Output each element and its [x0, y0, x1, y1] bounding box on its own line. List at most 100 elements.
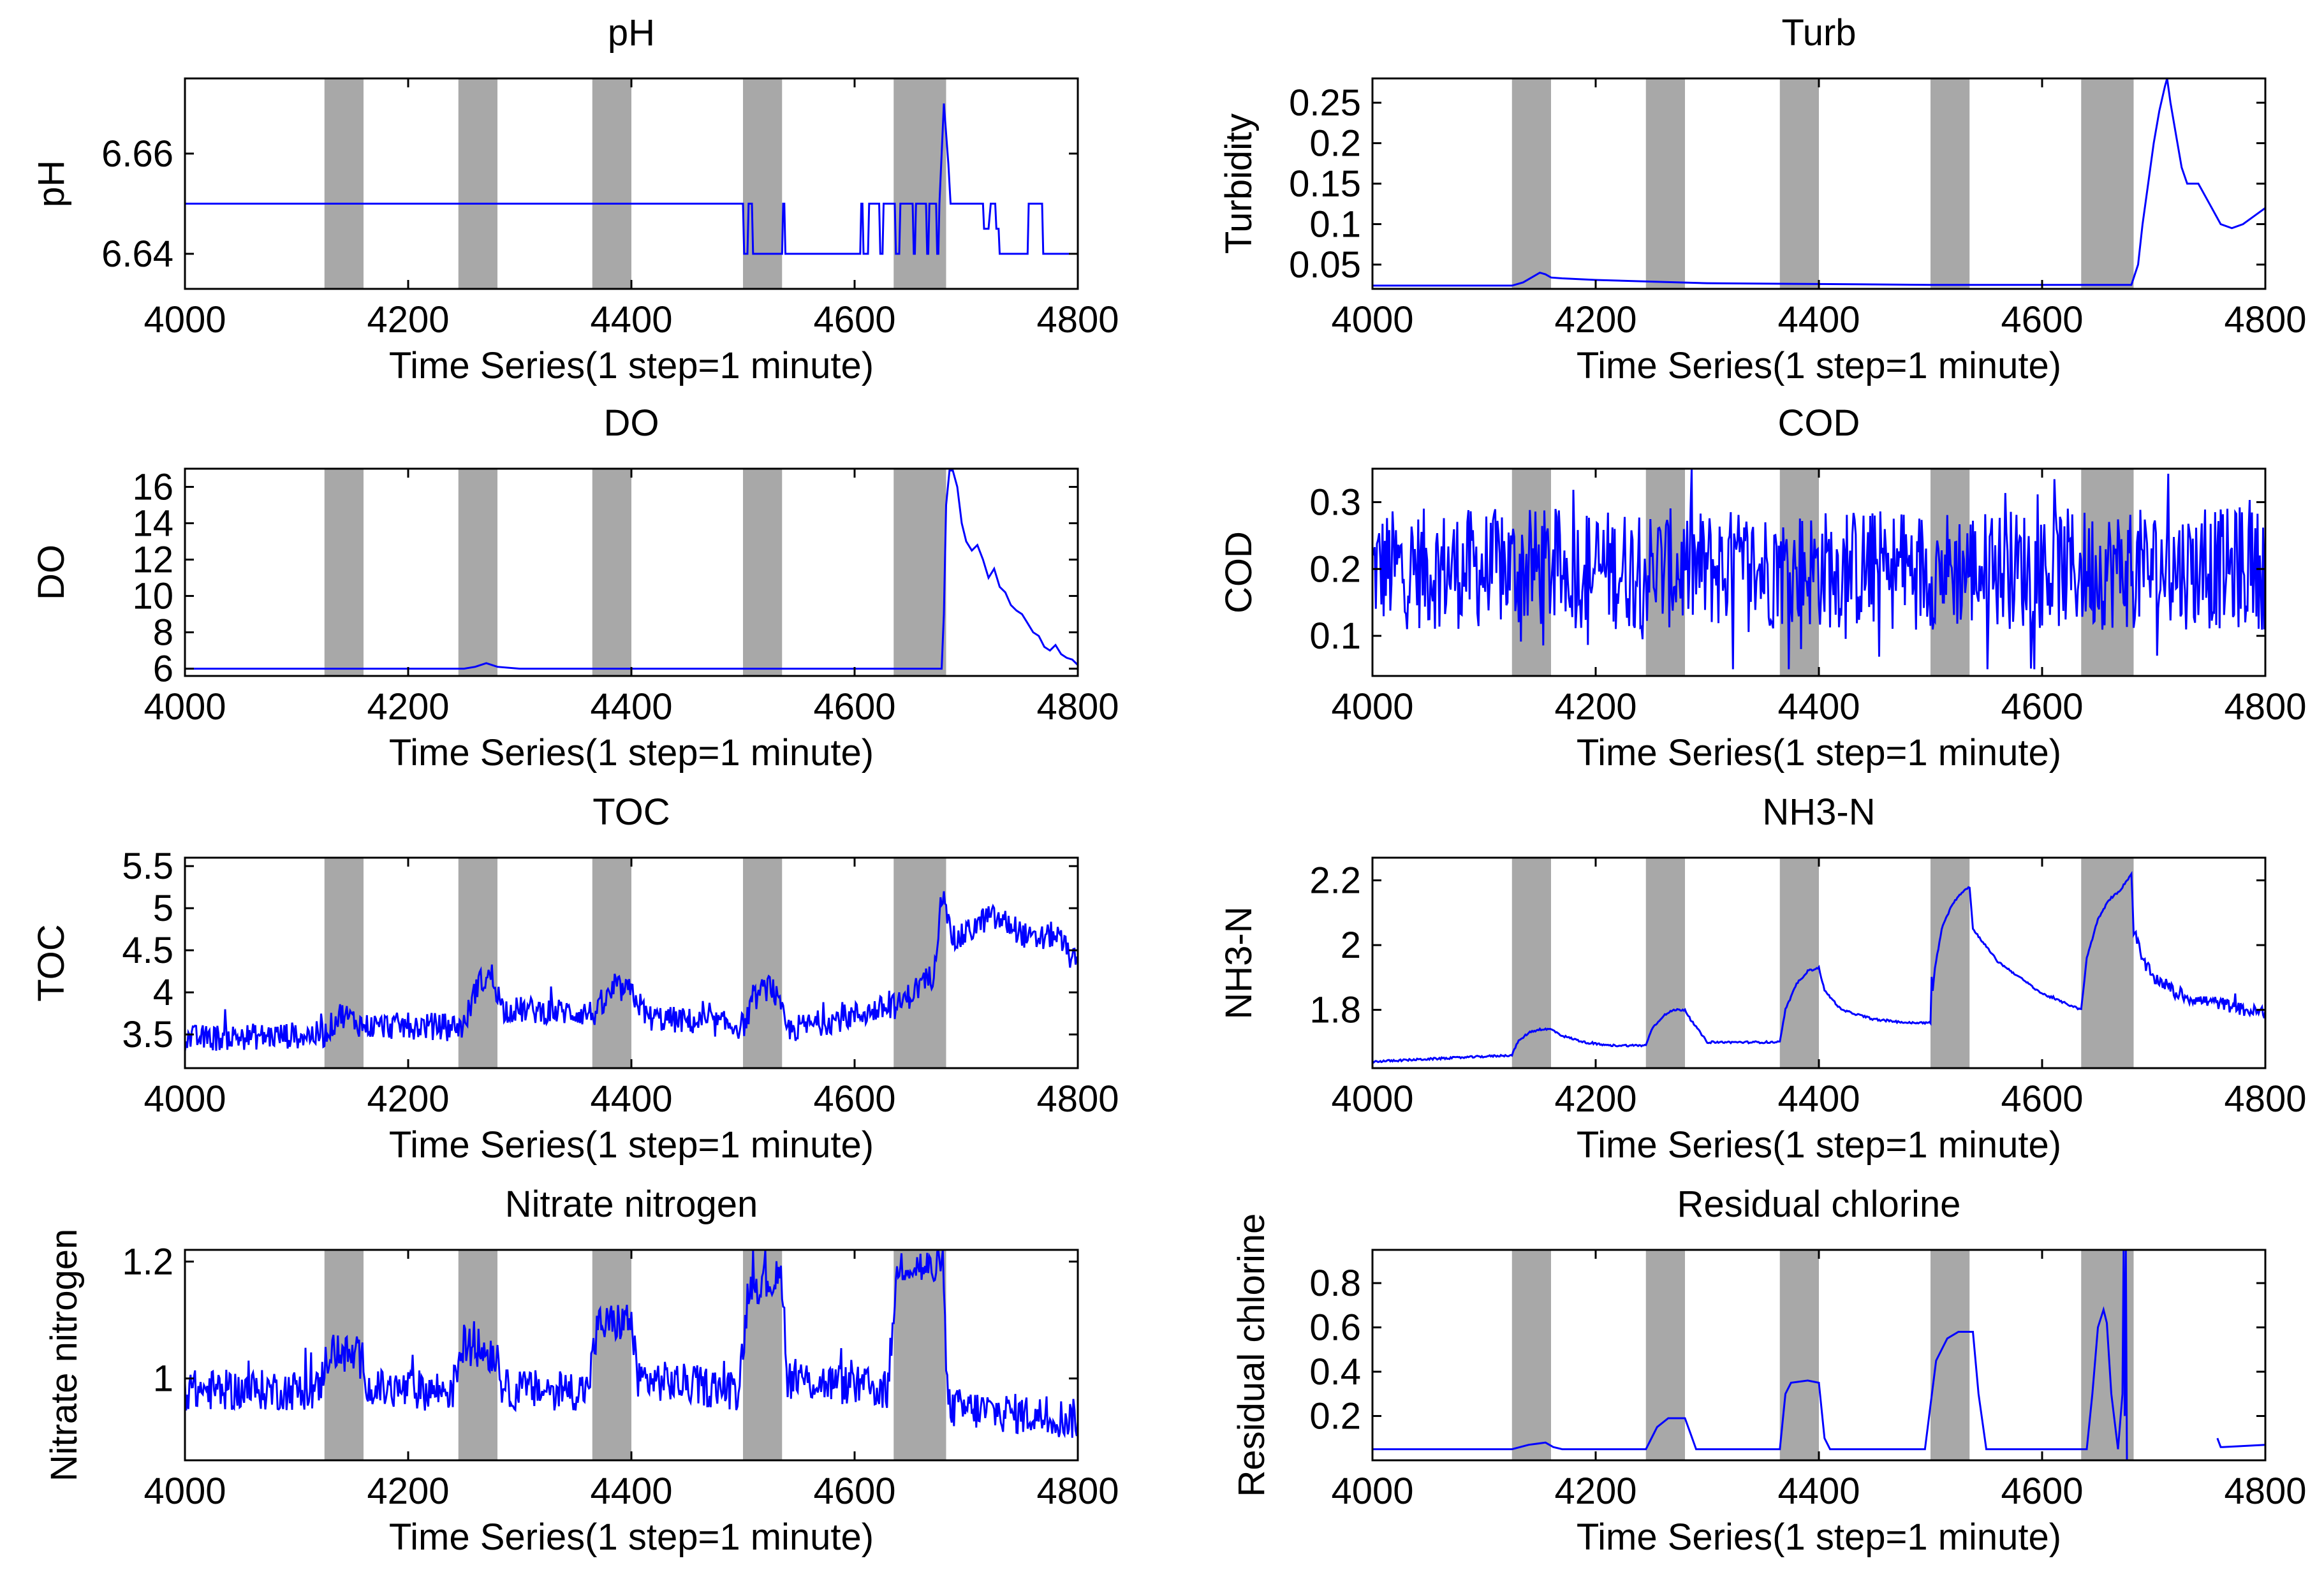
x-tick-label: 4400: [590, 1078, 672, 1120]
y-axis-label: Nitrate nitrogen: [43, 1229, 85, 1482]
x-tick-label: 4000: [143, 1078, 226, 1120]
y-tick-label: 6.66: [101, 133, 173, 175]
x-tick-label: 4800: [1036, 1471, 1119, 1512]
shaded-interval-3: [1779, 858, 1819, 1068]
series-line-nitrate: [185, 1250, 1078, 1439]
x-tick-label: 4200: [1554, 299, 1636, 341]
y-tick-label: 5.5: [122, 846, 173, 887]
y-tick-label: 2: [1341, 925, 1361, 966]
y-tick-label: 0.25: [1289, 82, 1361, 124]
chart-title: Turb: [1781, 12, 1856, 54]
chart-title: NH3-N: [1762, 791, 1875, 833]
x-tick-label: 4400: [590, 299, 672, 341]
x-tick-label: 4600: [2001, 1078, 2083, 1120]
shaded-interval-4: [1931, 78, 1970, 289]
chart-title: COD: [1778, 402, 1860, 444]
x-tick-label: 4400: [1777, 686, 1860, 728]
x-tick-label: 4000: [1331, 686, 1413, 728]
x-tick-label: 4200: [367, 1471, 449, 1512]
shaded-interval-4: [1931, 1250, 1970, 1460]
y-axis-label: NH3-N: [1218, 906, 1260, 1019]
x-axis-label: Time Series(1 step=1 minute): [1577, 732, 2061, 774]
y-axis-label: Residual chlorine: [1231, 1214, 1272, 1497]
x-tick-label: 4000: [143, 686, 226, 728]
chart-title: TOC: [592, 791, 670, 833]
x-tick-label: 4800: [2224, 299, 2306, 341]
x-axis-label: Time Series(1 step=1 minute): [1577, 1516, 2061, 1558]
x-tick-label: 4200: [367, 686, 449, 728]
x-tick-label: 4200: [1554, 1471, 1636, 1512]
series-line-nh3n: [1372, 870, 2265, 1064]
y-tick-label: 0.3: [1309, 481, 1361, 523]
chart-nh3n: 4000 4200 4400 4600 4800 1.8 2 2.2 NH3-N Time Ser…: [1218, 791, 2307, 1166]
x-tick-label: 4200: [367, 299, 449, 341]
shaded-interval-1: [324, 78, 364, 289]
y-tick-label: 2.2: [1309, 860, 1361, 902]
chart-title: Residual chlorine: [1677, 1184, 1961, 1225]
y-tick-label: 10: [132, 576, 173, 617]
shaded-interval-2: [458, 78, 497, 289]
x-tick-label: 4800: [1036, 1078, 1119, 1120]
x-tick-label: 4400: [590, 686, 672, 728]
shaded-interval-1: [1511, 858, 1551, 1068]
x-tick-label: 4600: [813, 686, 895, 728]
y-tick-label: 16: [132, 467, 173, 508]
shaded-interval-3: [592, 858, 631, 1068]
x-axis-label: Time Series(1 step=1 minute): [1577, 1124, 2061, 1166]
shaded-interval-5: [894, 1250, 946, 1460]
shaded-interval-5: [894, 858, 946, 1068]
chart-title: Nitrate nitrogen: [505, 1184, 758, 1225]
x-tick-label: 4000: [143, 299, 226, 341]
shaded-interval-5: [2081, 858, 2134, 1068]
shaded-interval-5: [894, 469, 946, 676]
y-tick-label: 14: [132, 503, 173, 545]
y-tick-label: 5: [153, 888, 173, 929]
series-line-cod: [1372, 469, 2265, 670]
y-tick-label: 0.1: [1309, 203, 1361, 245]
shaded-interval-2: [458, 469, 497, 676]
y-tick-label: 3.5: [122, 1014, 173, 1055]
chart-nitrate: 4000 4200 4400 4600 4800 1 1.2 Nitrate nitrogen…: [43, 1184, 1119, 1558]
y-tick-label: 1.2: [122, 1241, 173, 1282]
x-tick-label: 4600: [2001, 1471, 2083, 1512]
x-axis-label: Time Series(1 step=1 minute): [389, 345, 874, 386]
x-tick-label: 4800: [2224, 686, 2306, 728]
shaded-interval-5: [894, 78, 946, 289]
x-tick-label: 4200: [1554, 686, 1636, 728]
y-tick-label: 0.4: [1309, 1351, 1361, 1393]
shaded-interval-2: [1645, 1250, 1685, 1460]
y-tick-label: 0.8: [1309, 1263, 1361, 1304]
y-tick-label: 6: [153, 649, 173, 690]
y-tick-label: 1.8: [1309, 990, 1361, 1031]
shaded-interval-4: [743, 78, 783, 289]
shaded-interval-3: [592, 1250, 631, 1460]
y-tick-label: 0.15: [1289, 163, 1361, 205]
x-axis-label: Time Series(1 step=1 minute): [389, 1516, 874, 1558]
shaded-interval-1: [324, 469, 364, 676]
x-axis-label: Time Series(1 step=1 minute): [389, 1124, 874, 1166]
x-tick-label: 4000: [1331, 1471, 1413, 1512]
x-tick-label: 4800: [2224, 1471, 2306, 1512]
x-tick-label: 4600: [813, 1471, 895, 1512]
x-tick-label: 4400: [1777, 1471, 1860, 1512]
chart-residual-chlorine: 4000 4200 4400 4600 4800 0.20.40.60.8 Residual…: [1231, 1184, 2307, 1558]
x-tick-label: 4000: [1331, 1078, 1413, 1120]
shaded-interval-2: [1645, 78, 1685, 289]
shaded-interval-3: [1779, 1250, 1819, 1460]
shaded-interval-4: [743, 858, 783, 1068]
x-axis-label: Time Series(1 step=1 minute): [1577, 345, 2061, 386]
shaded-interval-2: [458, 858, 497, 1068]
y-tick-label: 8: [153, 612, 173, 654]
chart-ph: 4000 4200 4400 4600 4800 6.64 6.66 pH Time Serie…: [31, 12, 1119, 386]
chart-title: pH: [608, 12, 655, 54]
y-tick-label: 4: [153, 972, 173, 1013]
chart-title: DO: [604, 402, 659, 444]
y-tick-label: 0.6: [1309, 1307, 1361, 1349]
x-tick-label: 4600: [2001, 686, 2083, 728]
shaded-interval-3: [592, 469, 631, 676]
y-tick-label: 4.5: [122, 930, 173, 971]
series-line-ph: [185, 103, 1078, 255]
shaded-interval-3: [1779, 78, 1819, 289]
shaded-interval-2: [1645, 858, 1685, 1068]
